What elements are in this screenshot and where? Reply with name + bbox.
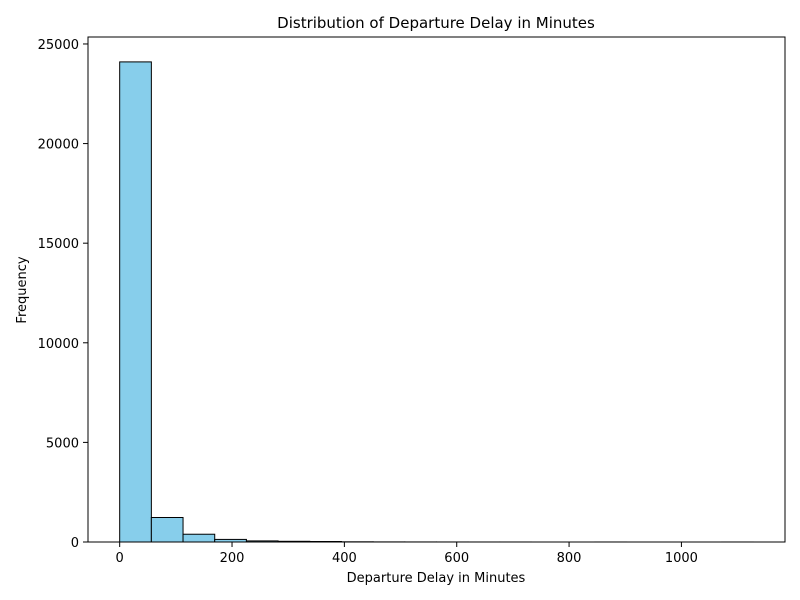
x-tick-label: 800 xyxy=(557,551,582,566)
y-tick-label: 10000 xyxy=(38,337,79,352)
y-tick-label: 0 xyxy=(71,536,79,551)
y-tick-label: 25000 xyxy=(38,38,79,53)
histogram-bar xyxy=(119,61,152,543)
histogram-bars xyxy=(119,61,754,543)
axes: 0 200 400 600 800 100005000100001500020000250… xyxy=(38,36,786,566)
y-tick-label: 5000 xyxy=(46,436,79,451)
y-tick-label: 20000 xyxy=(38,138,79,153)
x-tick-label: 400 xyxy=(332,551,357,566)
x-tick-label: 200 xyxy=(220,551,245,566)
x-tick-label: 600 xyxy=(444,551,469,566)
x-tick-label: 1000 xyxy=(665,551,698,566)
histogram-bar xyxy=(182,533,216,543)
y-axis-label: Frequency xyxy=(15,256,30,323)
x-tick-label: 0 xyxy=(116,551,124,566)
x-axis-label: Departure Delay in Minutes xyxy=(347,571,526,586)
chart-title: Distribution of Departure Delay in Minut… xyxy=(277,14,595,32)
plot-frame xyxy=(87,36,786,543)
y-tick-label: 15000 xyxy=(38,237,79,252)
histogram-bar xyxy=(150,516,184,543)
